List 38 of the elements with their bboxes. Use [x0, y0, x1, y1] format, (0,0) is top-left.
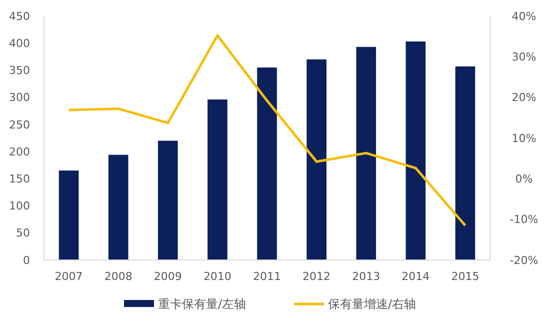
bar [257, 68, 277, 260]
bar [108, 154, 128, 260]
x-tick-label: 2008 [104, 270, 132, 283]
x-tick-label: 2010 [203, 270, 232, 283]
y2-tick-label: 30% [512, 50, 536, 64]
bar [455, 66, 476, 260]
bar [356, 46, 376, 260]
legend-label: 重卡保有量/左轴 [158, 297, 246, 312]
y2-tick-label: 10% [512, 132, 536, 145]
y-tick-label: 150 [9, 172, 30, 186]
bar [158, 140, 178, 260]
x-tick-label: 2013 [352, 270, 380, 283]
x-tick-label: 2014 [402, 270, 430, 283]
y-tick-label: 400 [9, 36, 30, 50]
y-tick-label: 100 [9, 200, 30, 213]
y2-tick-label: 40% [512, 10, 536, 23]
y-tick-label: 0 [23, 254, 30, 267]
bar [406, 41, 426, 260]
y-tick-label: 250 [9, 118, 30, 132]
bar [208, 100, 228, 260]
bar [58, 170, 79, 260]
line-series [68, 34, 466, 227]
y-tick-label: 300 [9, 91, 30, 104]
y2-tick-label: -20% [510, 254, 538, 267]
legend-label: 保有量增速/右轴 [328, 297, 416, 312]
y-tick-label: 350 [9, 64, 30, 78]
x-tick-label: 2007 [54, 270, 83, 283]
x-tick-label: 2009 [154, 270, 182, 283]
bar [306, 59, 326, 260]
x-tick-label: 2011 [253, 270, 281, 283]
y-tick-label: 200 [9, 145, 30, 158]
x-tick-label: 2012 [302, 270, 331, 283]
y2-tick-label: -10% [510, 213, 538, 226]
y2-tick-label: 0% [515, 172, 533, 186]
x-tick-label: 2015 [451, 270, 480, 283]
y-tick-label: 450 [9, 10, 30, 23]
y-tick-label: 50 [16, 226, 30, 240]
y2-tick-label: 20% [512, 91, 536, 104]
